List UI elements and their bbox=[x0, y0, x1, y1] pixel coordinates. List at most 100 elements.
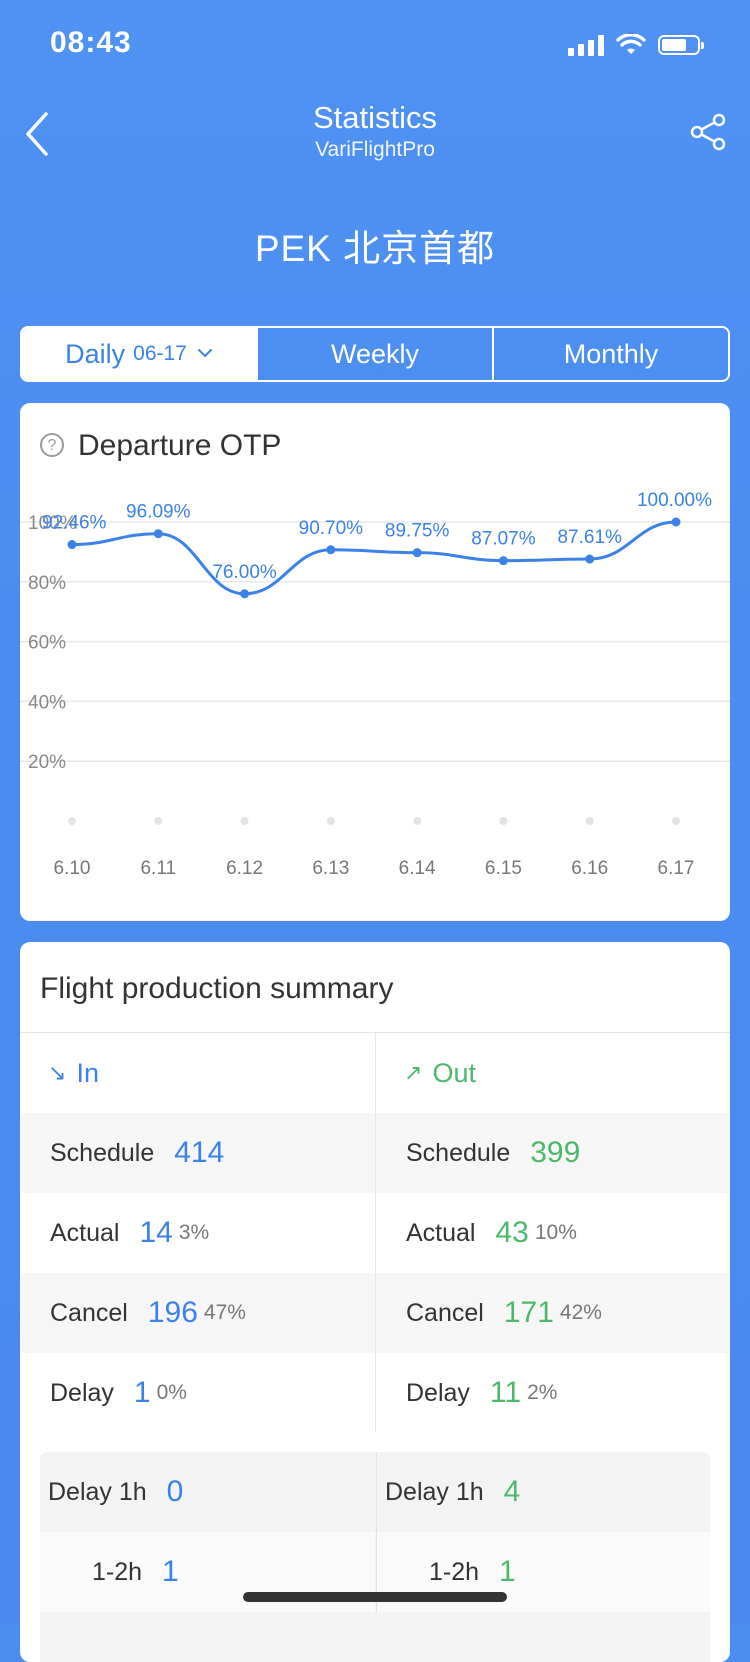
row-percent: 10% bbox=[534, 1221, 577, 1244]
in-header: ↘ In bbox=[20, 1033, 375, 1113]
in-column: ↘ In Schedule 414 Actual 14 3% Cancel 19… bbox=[20, 1033, 375, 1433]
flight-summary-card: Flight production summary ↘ In Schedule … bbox=[20, 942, 730, 1662]
row-label: 1-2h bbox=[92, 1557, 143, 1586]
otp-data-point[interactable] bbox=[412, 548, 422, 558]
baseline-dot bbox=[240, 817, 249, 825]
otp-data-label: 76.00% bbox=[212, 562, 277, 583]
row-label: Schedule bbox=[406, 1138, 511, 1167]
baseline-dot bbox=[672, 817, 680, 825]
status-icons bbox=[568, 34, 704, 56]
x-tick-label: 6.14 bbox=[399, 858, 436, 879]
cellular-signal-icon bbox=[568, 34, 604, 56]
out-delay-1h-row: Delay 1h 4 bbox=[377, 1452, 710, 1532]
otp-data-point[interactable] bbox=[153, 529, 163, 539]
home-indicator[interactable] bbox=[243, 1592, 507, 1602]
otp-data-label: 100.00% bbox=[637, 490, 712, 511]
in-schedule-row: Schedule 414 bbox=[20, 1113, 375, 1193]
row-label: Schedule bbox=[50, 1138, 155, 1167]
row-label: Actual bbox=[406, 1218, 476, 1247]
row-label: Cancel bbox=[50, 1298, 128, 1327]
in-cancel-row: Cancel 196 47% bbox=[20, 1273, 375, 1353]
otp-data-point[interactable] bbox=[671, 517, 681, 527]
row-label: Actual bbox=[50, 1218, 120, 1247]
row-value: 1 bbox=[133, 1376, 151, 1409]
otp-data-label: 96.09% bbox=[126, 502, 191, 523]
summary-title: Flight production summary bbox=[40, 972, 394, 1005]
y-tick-label: 80% bbox=[28, 573, 66, 594]
baseline-dot bbox=[154, 817, 163, 825]
otp-line-chart: 100% 80% 60% 40% 20% 6.10 6.11 6.12 6.13 6.14 6.15… bbox=[20, 490, 730, 879]
row-value: 1 bbox=[162, 1555, 179, 1588]
out-delay-row: Delay 11 2% bbox=[376, 1353, 730, 1433]
otp-data-point[interactable] bbox=[498, 556, 508, 566]
share-icon[interactable] bbox=[688, 112, 728, 152]
out-schedule-row: Schedule 399 bbox=[376, 1113, 730, 1193]
row-value: 196 bbox=[147, 1296, 198, 1329]
baseline-dot bbox=[68, 817, 76, 825]
otp-data-label: 89.75% bbox=[385, 521, 450, 542]
baseline-dot bbox=[585, 817, 594, 825]
y-tick-label: 60% bbox=[28, 633, 66, 654]
period-tabs: Daily 06-17 Weekly Monthly bbox=[20, 326, 730, 382]
otp-data-point[interactable] bbox=[240, 589, 250, 599]
status-time: 08:43 bbox=[50, 26, 132, 59]
row-value: 399 bbox=[530, 1136, 581, 1169]
in-delay-breakdown: Delay 1h 0 1-2h 1 bbox=[40, 1452, 375, 1612]
otp-data-label: 92.46% bbox=[42, 513, 107, 534]
x-tick-label: 6.16 bbox=[571, 858, 608, 879]
otp-data-label: 90.70% bbox=[299, 518, 364, 539]
otp-title: Departure OTP bbox=[78, 429, 282, 462]
row-label: Delay 1h bbox=[385, 1477, 484, 1506]
otp-data-point[interactable] bbox=[326, 545, 336, 555]
row-value: 43 bbox=[495, 1216, 529, 1249]
otp-data-label: 87.07% bbox=[471, 529, 536, 550]
x-tick-label: 6.12 bbox=[226, 858, 263, 879]
chevron-down-icon bbox=[197, 345, 213, 363]
row-label: 1-2h bbox=[429, 1557, 480, 1586]
otp-data-point[interactable] bbox=[67, 540, 77, 550]
page-title: Statistics bbox=[312, 100, 438, 135]
tab-monthly[interactable]: Monthly bbox=[492, 328, 728, 380]
out-actual-row: Actual 43 10% bbox=[376, 1193, 730, 1273]
x-tick-label: 6.10 bbox=[54, 858, 91, 879]
row-percent: 42% bbox=[559, 1301, 602, 1324]
baseline-dot bbox=[499, 817, 508, 825]
row-percent: 47% bbox=[203, 1301, 246, 1324]
x-tick-label: 6.13 bbox=[312, 858, 349, 879]
arrow-down-right-icon: ↘ bbox=[48, 1060, 67, 1085]
row-label: Cancel bbox=[406, 1298, 484, 1327]
baseline-dot bbox=[413, 817, 422, 825]
tab-weekly[interactable]: Weekly bbox=[256, 328, 492, 380]
otp-data-point[interactable] bbox=[585, 554, 595, 564]
row-value: 0 bbox=[166, 1475, 184, 1508]
row-value: 14 bbox=[139, 1216, 173, 1249]
tab-daily[interactable]: Daily 06-17 bbox=[22, 328, 256, 380]
baseline-dot bbox=[326, 817, 335, 825]
row-value: 11 bbox=[489, 1376, 522, 1409]
back-arrow-icon[interactable] bbox=[18, 104, 58, 164]
row-percent: 0% bbox=[156, 1381, 187, 1404]
divider bbox=[375, 1032, 376, 1432]
row-label: Delay bbox=[50, 1378, 114, 1407]
out-cancel-row: Cancel 171 42% bbox=[376, 1273, 730, 1353]
out-label: Out bbox=[432, 1057, 476, 1088]
row-label: Delay 1h bbox=[48, 1477, 147, 1506]
y-tick-label: 100% bbox=[28, 513, 77, 534]
x-tick-label: 6.15 bbox=[485, 858, 522, 879]
tab-daily-label: Daily bbox=[65, 338, 126, 369]
in-delay-row: Delay 1 0% bbox=[20, 1353, 375, 1433]
help-icon[interactable]: ? bbox=[40, 433, 64, 457]
delay-breakdown: Delay 1h 0 1-2h 1 Delay 1h 4 1-2h 1 bbox=[40, 1452, 710, 1662]
in-actual-row: Actual 14 3% bbox=[20, 1193, 375, 1273]
row-percent: 3% bbox=[178, 1221, 210, 1244]
in-delay-1h-row: Delay 1h 0 bbox=[40, 1452, 375, 1532]
row-value: 414 bbox=[174, 1136, 225, 1169]
y-tick-label: 40% bbox=[28, 692, 66, 713]
wifi-icon bbox=[616, 34, 646, 54]
y-tick-label: 20% bbox=[28, 752, 66, 773]
departure-otp-card: ? Departure OTP 100% 80% 60% 40% 20% 6.10 6.11… bbox=[20, 403, 730, 921]
status-bar: 08:43 bbox=[0, 0, 750, 90]
row-value: 1 bbox=[499, 1555, 516, 1588]
x-tick-label: 6.17 bbox=[658, 858, 695, 879]
row-value: 4 bbox=[503, 1475, 521, 1508]
